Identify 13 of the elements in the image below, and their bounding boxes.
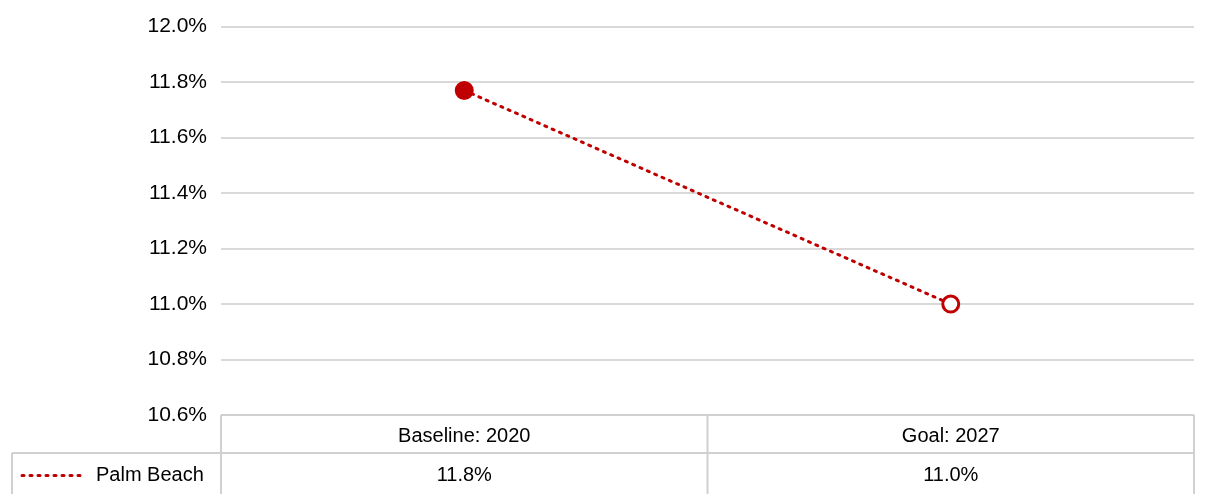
- y-tick-label: 11.6%: [149, 124, 207, 148]
- data-label: 11.8%: [436, 463, 493, 486]
- y-tick-label: 10.8%: [147, 346, 207, 370]
- x-tick-label: Baseline: 2020: [398, 423, 531, 446]
- y-tick-label: 11.0%: [149, 290, 207, 314]
- y-tick-label: 12.0%: [147, 13, 207, 37]
- y-tick-label: 10.6%: [147, 401, 207, 425]
- data-label: 11.0%: [923, 463, 979, 486]
- y-tick-label: 11.8%: [149, 68, 207, 92]
- y-tick-label: 11.4%: [149, 179, 207, 203]
- y-tick-label: 11.2%: [149, 235, 207, 259]
- x-tick-label: Goal: 2027: [901, 423, 1000, 446]
- legend-label: Palm Beach: [96, 463, 204, 486]
